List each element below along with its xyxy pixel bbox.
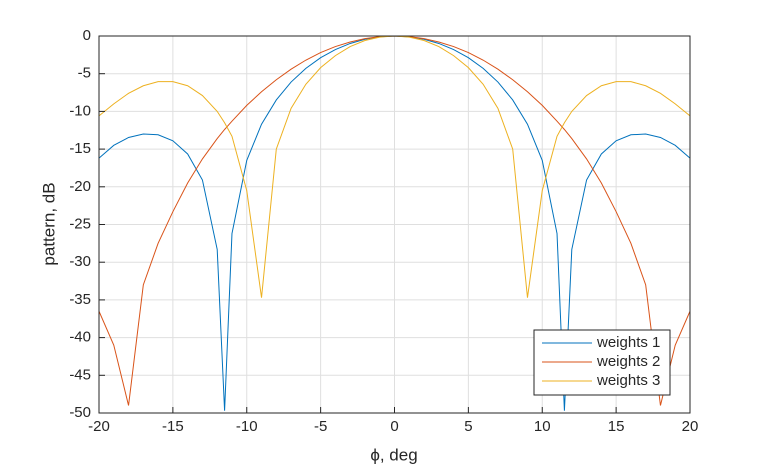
y-axis-label: pattern, dB (39, 182, 58, 265)
y-tick-label: -5 (78, 65, 91, 82)
lines (99, 36, 690, 411)
y-tick-label: -20 (69, 178, 91, 195)
legend-label: weights 2 (596, 353, 660, 370)
x-tick-label: -15 (162, 418, 184, 435)
legend-label: weights 3 (596, 372, 660, 389)
y-tick-label: -40 (69, 329, 91, 346)
series-line (99, 36, 690, 406)
legend: weights 1 weights 2 weights 3 (533, 329, 671, 396)
series-line (99, 36, 690, 298)
x-tick-label: 0 (390, 418, 398, 435)
y-tick-label: -45 (69, 366, 91, 383)
y-tick-label: -30 (69, 253, 91, 270)
x-tick-label: 5 (464, 418, 472, 435)
x-tick-label: -10 (236, 418, 258, 435)
y-tick-label: -35 (69, 291, 91, 308)
series-line (99, 36, 690, 411)
y-tick-label: -50 (69, 404, 91, 421)
y-tick-label: 0 (83, 27, 91, 44)
x-tick-label: 20 (682, 418, 699, 435)
y-tick-label: -10 (69, 102, 91, 119)
legend-label: weights 1 (596, 334, 660, 351)
y-tick-label: -25 (69, 215, 91, 232)
x-tick-label: 10 (534, 418, 551, 435)
x-tick-label: 15 (608, 418, 625, 435)
x-tick-label: -5 (314, 418, 327, 435)
y-tick-label: -15 (69, 140, 91, 157)
x-axis-label: ϕ, deg (370, 445, 417, 464)
x-tick-label: -20 (88, 418, 110, 435)
